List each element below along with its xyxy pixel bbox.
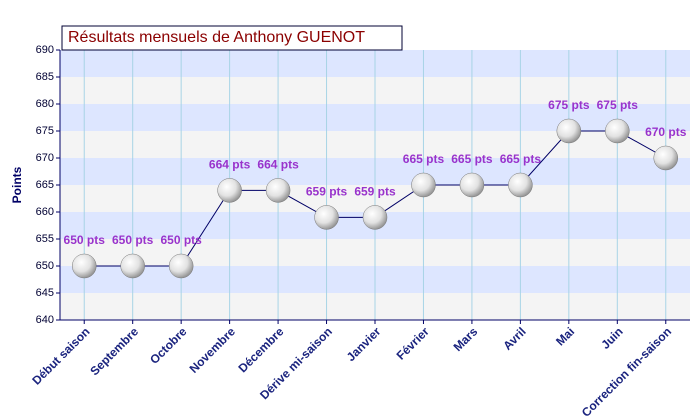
value-label: 650 pts	[160, 233, 202, 247]
y-tick-label: 690	[36, 44, 54, 56]
value-label: 650 pts	[64, 233, 106, 247]
value-label: 659 pts	[354, 185, 396, 199]
x-tick-label: Correction fin-saison	[579, 324, 674, 419]
x-tick-label: Juin	[598, 324, 625, 351]
x-tick-label: Mai	[553, 324, 577, 348]
y-tick-label: 660	[36, 206, 54, 218]
x-tick-label: Décembre	[236, 324, 287, 375]
data-point	[459, 172, 485, 198]
value-label: 664 pts	[209, 158, 251, 172]
data-point	[362, 205, 388, 230]
x-tick-label: Septembre	[87, 324, 141, 378]
y-tick-label: 645	[36, 287, 54, 299]
title-box	[61, 25, 403, 51]
value-label: 675 pts	[548, 98, 590, 112]
value-label: 665 pts	[451, 152, 493, 166]
x-tick-label: Avril	[500, 324, 528, 352]
x-tick-label: Mars	[451, 324, 481, 354]
data-point	[314, 205, 339, 230]
value-label: 670 pts	[645, 125, 687, 139]
value-label: 665 pts	[403, 152, 445, 166]
x-tick-label: Février	[394, 324, 432, 362]
value-label: 665 pts	[500, 152, 542, 166]
data-point	[653, 145, 679, 171]
value-label: 650 pts	[112, 233, 154, 247]
data-point	[508, 172, 533, 198]
data-point	[71, 253, 97, 279]
chart-title: Résultats mensuels de Anthony GUENOT	[68, 29, 365, 46]
y-tick-label: 650	[36, 260, 54, 272]
x-tick-label: Début saison	[29, 324, 92, 387]
data-point	[120, 253, 145, 279]
data-point	[265, 178, 291, 203]
y-tick-label: 640	[36, 314, 54, 326]
data-point	[168, 253, 194, 279]
value-label: 664 pts	[257, 158, 299, 172]
y-tick-label: 670	[36, 152, 54, 164]
x-tick-label: Janvier	[344, 324, 384, 364]
value-label: 675 pts	[597, 98, 639, 112]
data-point	[605, 118, 630, 144]
y-axis-label: Points	[10, 166, 24, 203]
x-tick-label: Octobre	[147, 324, 190, 367]
data-point	[217, 178, 242, 203]
y-tick-label: 675	[36, 125, 54, 137]
y-tick-label: 685	[36, 71, 54, 83]
x-tick-label: Novembre	[187, 324, 239, 376]
y-tick-label: 655	[36, 233, 54, 245]
data-point	[556, 118, 582, 144]
data-point	[411, 172, 436, 198]
y-tick-label: 680	[36, 98, 54, 110]
value-label: 659 pts	[306, 185, 348, 199]
y-tick-label: 665	[36, 179, 54, 191]
